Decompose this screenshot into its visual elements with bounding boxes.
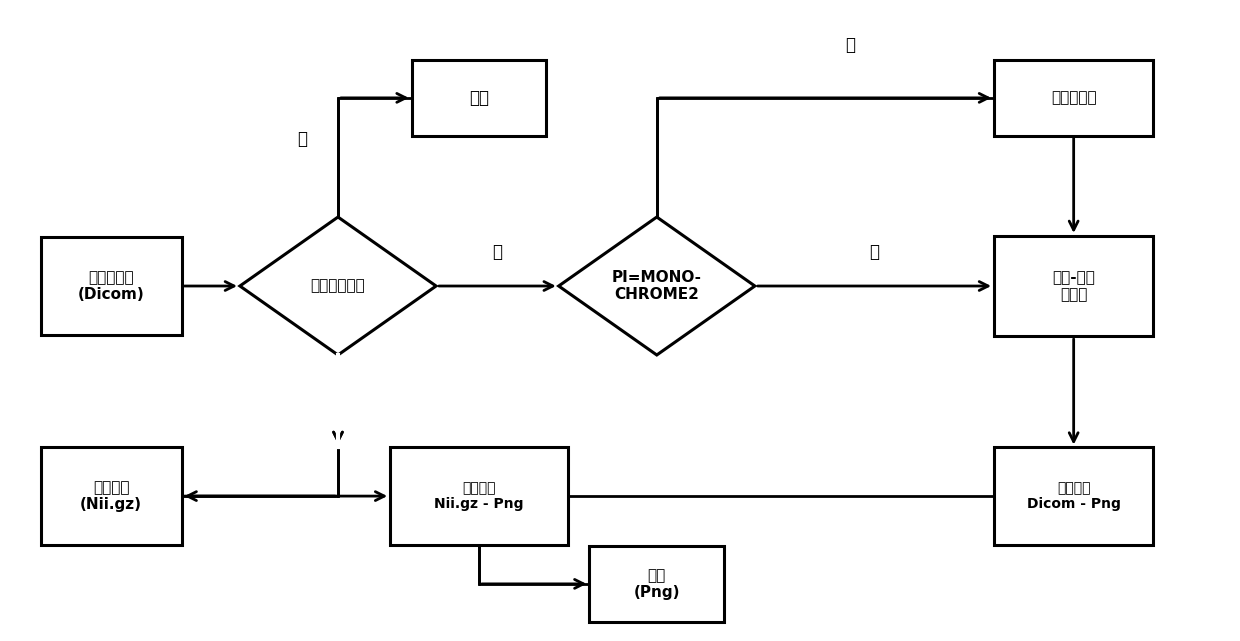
- Text: 图像是否正常: 图像是否正常: [310, 278, 366, 294]
- Text: 否: 否: [298, 129, 308, 147]
- Text: 丢弃: 丢弃: [469, 89, 489, 107]
- Text: 格式转换
Dicom - Png: 格式转换 Dicom - Png: [1027, 481, 1121, 511]
- Bar: [41, 237, 182, 335]
- Text: 最小-最大
归一化: 最小-最大 归一化: [1053, 270, 1095, 302]
- Text: 是: 是: [869, 243, 879, 261]
- Text: 输入正位图
(Dicom): 输入正位图 (Dicom): [78, 270, 145, 302]
- Text: PI=MONO-
CHROME2: PI=MONO- CHROME2: [611, 270, 702, 302]
- Text: 否: 否: [844, 36, 854, 54]
- Bar: [589, 546, 724, 622]
- Polygon shape: [239, 217, 436, 355]
- Bar: [41, 447, 182, 545]
- Bar: [994, 236, 1153, 336]
- Text: 输出
(Png): 输出 (Png): [634, 568, 680, 600]
- Text: 输入标注
(Nii.gz): 输入标注 (Nii.gz): [81, 480, 143, 512]
- Bar: [994, 447, 1153, 545]
- Polygon shape: [559, 217, 755, 355]
- Text: 格式转换
Nii.gz - Png: 格式转换 Nii.gz - Png: [434, 481, 523, 511]
- Text: 像素值反转: 像素值反转: [1050, 90, 1096, 105]
- Bar: [412, 60, 547, 135]
- Bar: [994, 60, 1153, 135]
- Bar: [391, 447, 568, 545]
- Text: 是: 是: [492, 243, 502, 261]
